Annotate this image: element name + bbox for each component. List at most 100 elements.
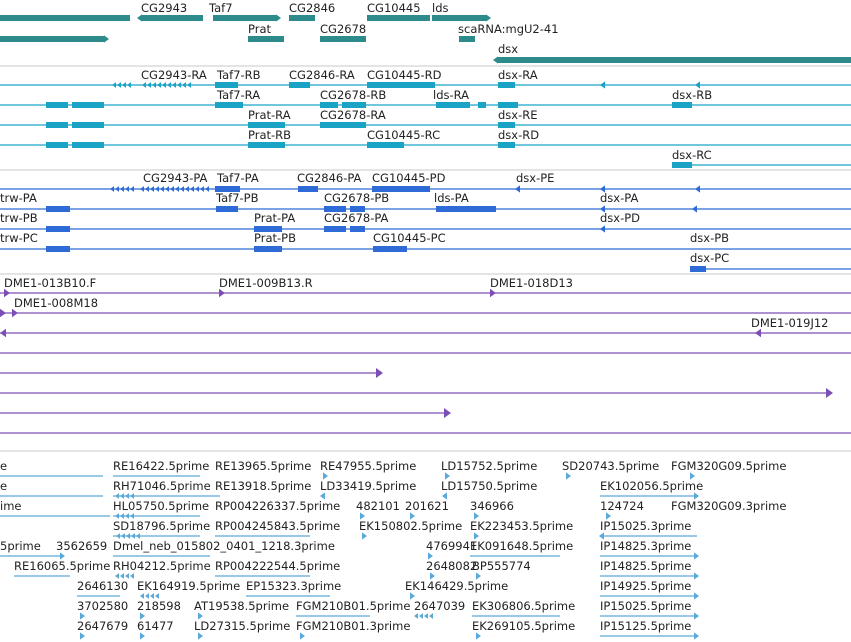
est-arrow[interactable] (320, 492, 325, 500)
clone-arrow[interactable] (0, 308, 6, 318)
est-arrow[interactable] (125, 573, 129, 579)
transcript-exon[interactable] (320, 102, 338, 108)
est-arrow[interactable] (125, 493, 129, 499)
est-arrow[interactable] (116, 533, 120, 539)
est-arrow[interactable] (476, 572, 481, 580)
transcript-exon[interactable] (46, 142, 68, 148)
transcript-exon[interactable] (215, 102, 243, 108)
clone-arrow[interactable] (376, 368, 383, 378)
protein-exon[interactable] (254, 226, 282, 232)
protein-exon[interactable] (436, 206, 496, 212)
transcript-exon[interactable] (342, 102, 366, 108)
est-arrow[interactable] (130, 573, 134, 579)
protein-exon[interactable] (185, 186, 189, 192)
est-arrow[interactable] (80, 612, 85, 620)
est-arrow[interactable] (120, 573, 124, 579)
est-arrow[interactable] (136, 533, 140, 539)
protein-exon[interactable] (215, 186, 240, 192)
protein-exon[interactable] (140, 186, 144, 192)
gene-feature[interactable] (0, 36, 104, 42)
transcript-exon[interactable] (182, 82, 186, 88)
transcript-exon[interactable] (498, 122, 515, 128)
transcript-exon[interactable] (215, 82, 238, 88)
est-arrow[interactable] (442, 492, 447, 500)
protein-exon[interactable] (125, 186, 129, 192)
transcript-exon[interactable] (248, 122, 285, 128)
protein-exon[interactable] (110, 186, 114, 192)
transcript-exon[interactable] (672, 162, 692, 168)
transcript-exon[interactable] (152, 82, 156, 88)
est-arrow[interactable] (410, 512, 415, 520)
protein-arrow[interactable] (692, 205, 697, 213)
clone-arrow[interactable] (826, 388, 833, 398)
gene-feature[interactable] (213, 15, 276, 21)
gene-feature[interactable] (0, 15, 130, 21)
transcript-exon[interactable] (367, 142, 404, 148)
est-arrow[interactable] (694, 612, 699, 620)
protein-exon[interactable] (170, 186, 174, 192)
gene-feature[interactable] (367, 15, 430, 21)
protein-exon[interactable] (46, 226, 70, 232)
gene-feature[interactable] (142, 15, 203, 21)
gene-feature[interactable] (289, 15, 315, 21)
gene-feature[interactable] (498, 57, 851, 63)
protein-exon[interactable] (190, 186, 194, 192)
protein-exon[interactable] (373, 246, 407, 252)
est-arrow[interactable] (429, 613, 433, 619)
est-arrow[interactable] (606, 512, 611, 520)
est-arrow[interactable] (476, 632, 481, 640)
transcript-exon[interactable] (436, 102, 470, 108)
est-arrow[interactable] (690, 472, 695, 480)
gene-feature-arrow[interactable] (137, 14, 142, 22)
transcript-exon[interactable] (320, 122, 366, 128)
protein-exon[interactable] (195, 186, 199, 192)
est-arrow[interactable] (131, 533, 135, 539)
transcript-exon[interactable] (162, 82, 166, 88)
protein-exon[interactable] (175, 186, 179, 192)
est-arrow[interactable] (599, 532, 604, 540)
transcript-exon[interactable] (147, 82, 151, 88)
protein-arrow[interactable] (600, 185, 605, 193)
est-arrow[interactable] (419, 613, 423, 619)
transcript-exon[interactable] (112, 82, 116, 88)
protein-exon[interactable] (120, 186, 124, 192)
est-arrow[interactable] (300, 632, 305, 640)
transcript-exon[interactable] (498, 102, 518, 108)
protein-exon[interactable] (200, 186, 204, 192)
transcript-exon[interactable] (478, 102, 486, 108)
protein-arrow[interactable] (695, 185, 700, 193)
transcript-exon[interactable] (177, 82, 181, 88)
protein-exon[interactable] (350, 206, 365, 212)
est-arrow[interactable] (120, 493, 124, 499)
transcript-exon[interactable] (142, 82, 146, 88)
transcript-exon[interactable] (72, 102, 104, 108)
transcript-exon[interactable] (72, 142, 104, 148)
clone-arrow[interactable] (4, 288, 10, 298)
est-arrow[interactable] (694, 572, 699, 580)
protein-exon[interactable] (324, 226, 346, 232)
protein-exon[interactable] (254, 246, 282, 252)
est-arrow[interactable] (150, 593, 154, 599)
est-arrow[interactable] (198, 632, 203, 640)
est-arrow[interactable] (410, 592, 415, 600)
est-arrow[interactable] (130, 493, 134, 499)
est-arrow[interactable] (115, 493, 119, 499)
protein-exon[interactable] (160, 186, 164, 192)
protein-exon[interactable] (298, 186, 318, 192)
protein-arrow[interactable] (515, 185, 520, 193)
protein-exon[interactable] (115, 186, 119, 192)
transcript-arrow[interactable] (695, 81, 700, 89)
est-arrow[interactable] (198, 612, 203, 620)
est-arrow[interactable] (694, 592, 699, 600)
est-arrow[interactable] (474, 512, 479, 520)
protein-arrow[interactable] (600, 225, 605, 233)
protein-exon[interactable] (350, 226, 365, 232)
protein-exon[interactable] (46, 206, 70, 212)
protein-exon[interactable] (205, 186, 209, 192)
protein-exon[interactable] (690, 266, 706, 272)
transcript-exon[interactable] (498, 142, 515, 148)
transcript-exon[interactable] (157, 82, 161, 88)
gene-feature-arrow[interactable] (276, 14, 281, 22)
protein-exon[interactable] (150, 186, 154, 192)
clone-arrow[interactable] (219, 288, 225, 298)
